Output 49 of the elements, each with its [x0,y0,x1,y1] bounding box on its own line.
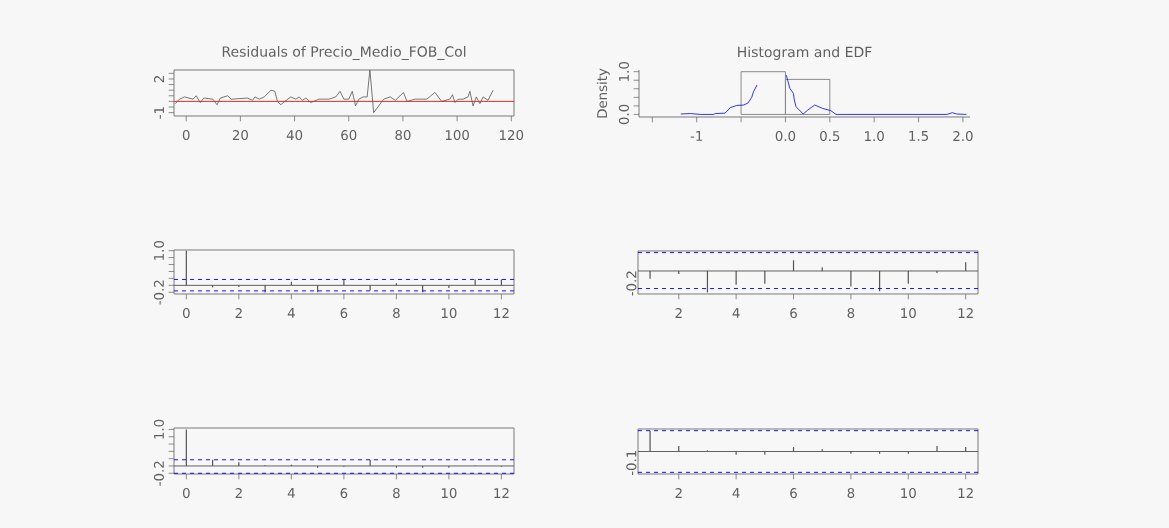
x-tick-label: 40 [286,130,303,141]
x-tick-label: 2 [235,488,242,498]
x-tick-label: 80 [395,130,411,141]
x-tick-label: 8 [847,308,855,319]
chart-title: Residuals of Precio_Medio_FOB_Col [222,46,466,60]
x-tick-label: 60 [341,130,357,141]
x-tick-label: 12 [958,308,973,318]
x-tick-label: 0 [182,488,190,499]
x-tick-label: 2.0 [953,131,973,142]
y-tick-label: -0.2 [153,280,164,305]
x-tick-label: -1 [690,131,703,141]
x-tick-label: 0.5 [820,131,840,142]
x-tick-label: 0 [182,130,190,141]
x-tick-label: 8 [847,488,855,499]
x-tick-label: 6 [340,488,348,499]
x-tick-label: 12 [494,308,509,318]
x-tick-label: 4 [287,488,295,498]
x-tick-label: 20 [232,130,248,141]
text: -0.1 [626,450,637,476]
chart-title: Histogram and EDF [738,46,872,60]
x-tick-label: 4 [287,308,295,318]
x-tick-label: 0.0 [775,131,796,142]
y-tick-label: 2 [154,76,164,83]
x-tick-label: 8 [393,488,400,499]
x-tick-label: 120 [500,130,524,141]
x-tick-label: 8 [393,308,400,319]
y-tick-label: 1.0 [153,419,164,439]
x-tick-label: 1.0 [865,131,884,142]
x-tick-label: 6 [790,308,797,319]
x-tick-label: 12 [494,488,509,498]
x-tick-label: 1.5 [909,131,928,141]
x-tick-label: 0 [182,308,190,319]
x-tick-label: 10 [441,488,457,499]
x-tick-label: 6 [790,488,797,499]
y-tick-label: -1 [154,107,164,119]
x-tick-label: 10 [901,308,916,319]
x-tick-label: 10 [441,308,457,319]
x-tick-label: 12 [958,488,973,498]
x-tick-label: 2 [235,308,242,318]
x-tick-label: 2 [675,488,682,498]
x-tick-label: 10 [901,488,916,499]
x-tick-label: 4 [732,308,740,318]
x-tick-label: 6 [340,308,348,319]
x-tick-label: 2 [675,308,682,318]
x-tick-label: 4 [732,488,740,498]
y-axis-title: Density [596,68,610,118]
y-tick-label: 1.0 [153,240,164,260]
y-tick-label: -0.2 [153,461,164,486]
x-tick-label: 100 [445,130,469,141]
